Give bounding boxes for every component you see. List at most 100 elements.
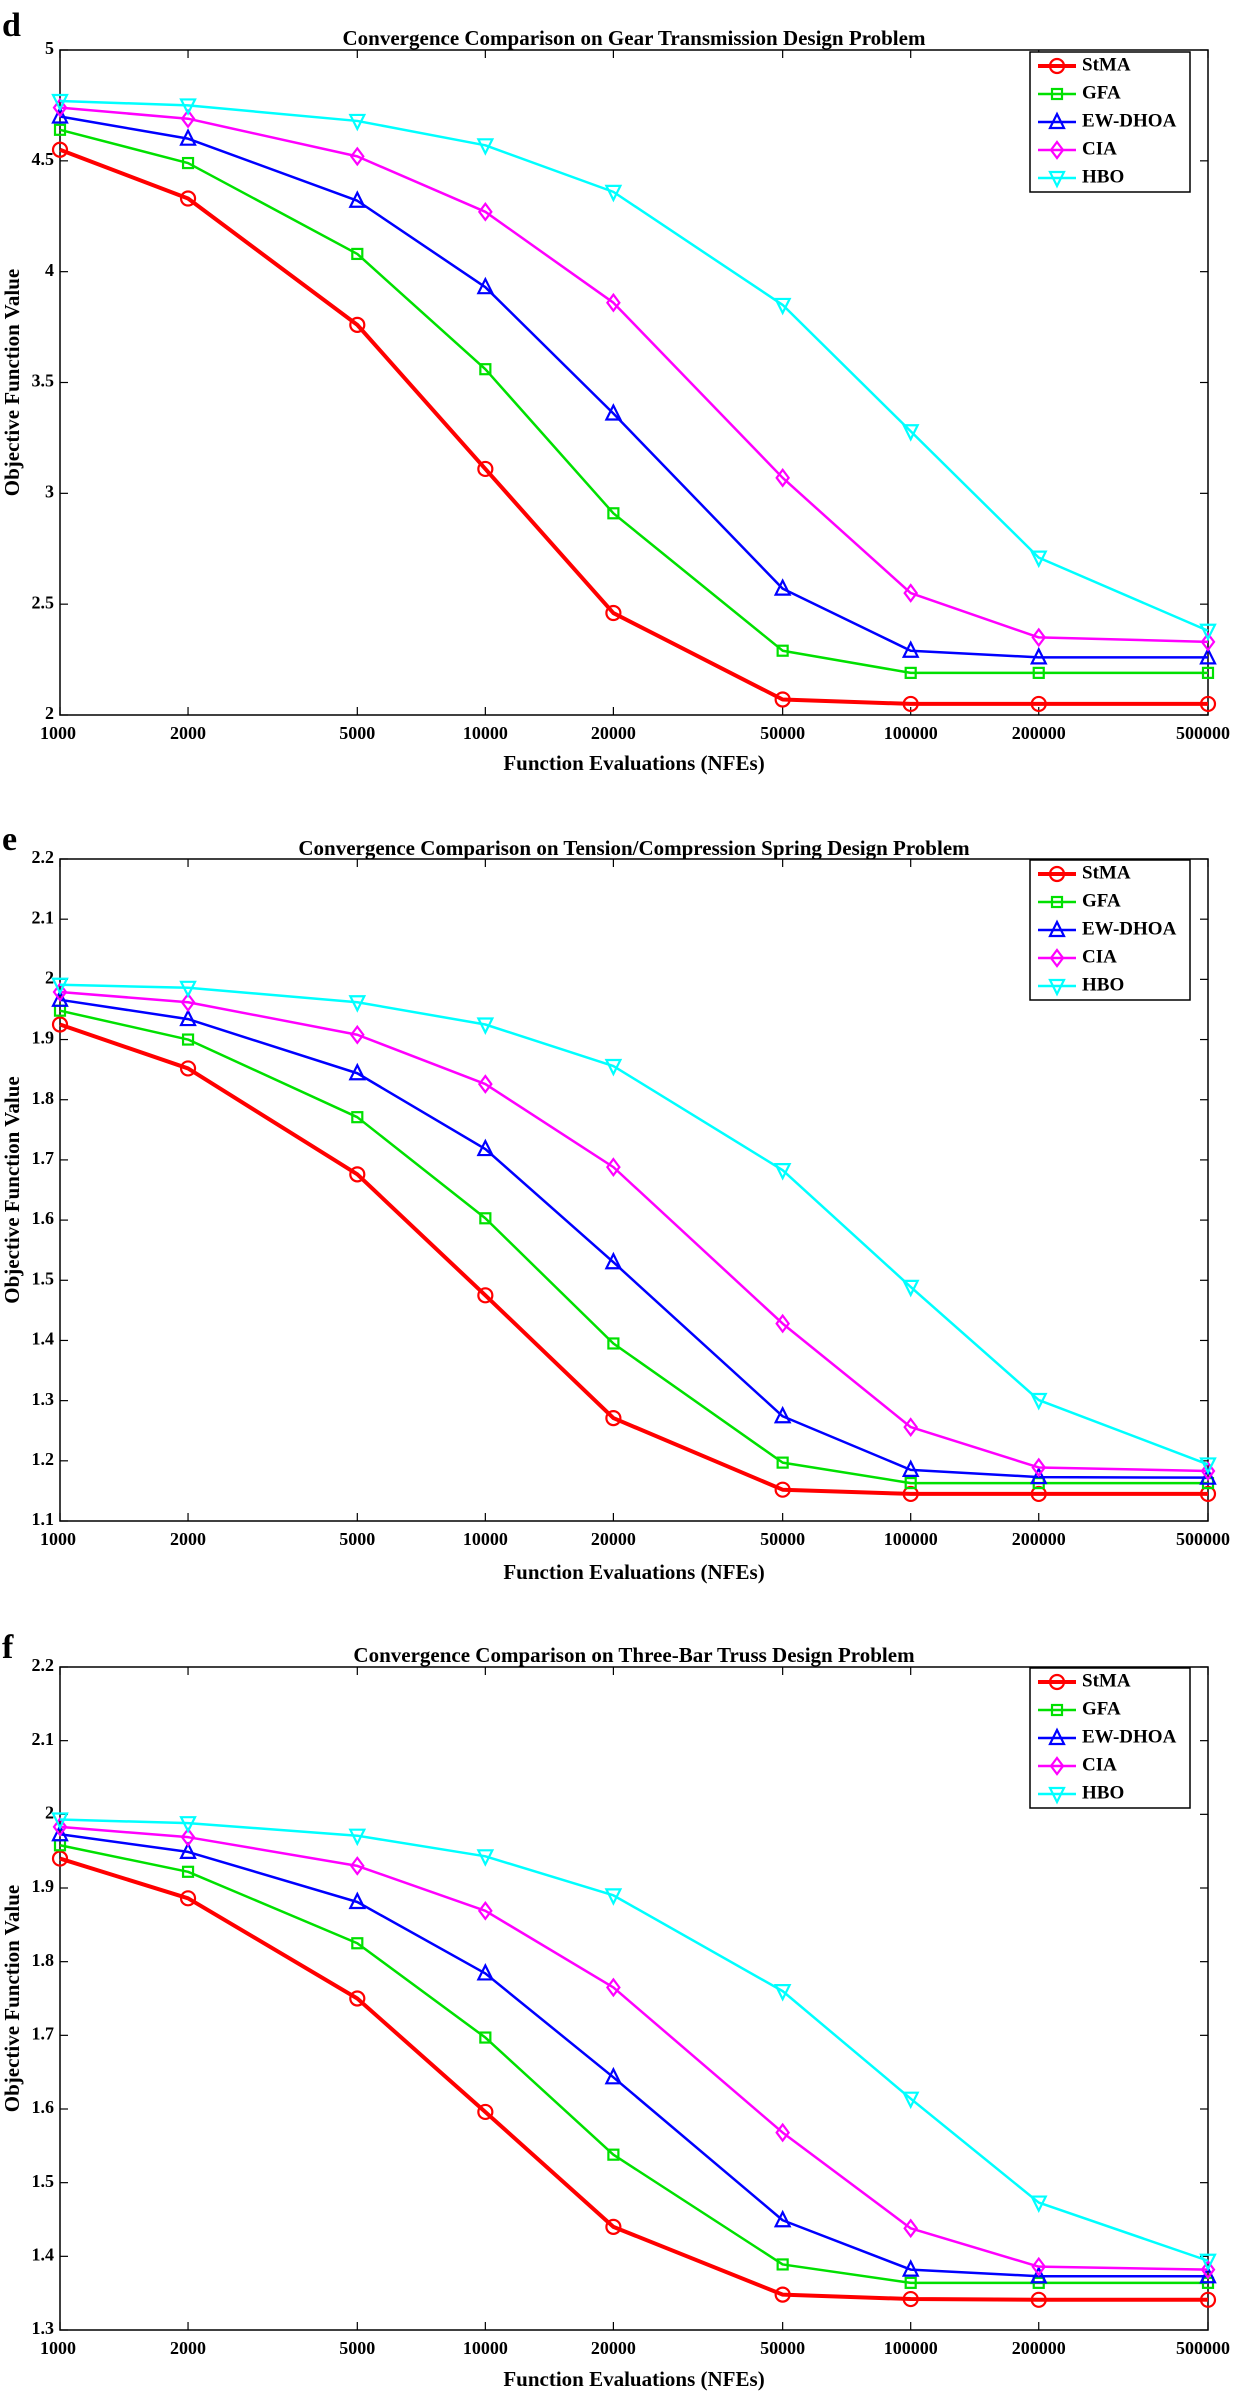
data-point	[348, 1891, 367, 1910]
y-tick-label: 2.2	[32, 1655, 55, 1675]
panel-letter: e	[2, 821, 17, 858]
data-point	[605, 2218, 622, 2235]
data-point	[607, 507, 620, 520]
data-point	[902, 1485, 919, 1503]
data-point	[348, 113, 367, 132]
data-point	[477, 1074, 493, 1094]
data-point	[903, 1417, 919, 1437]
y-tick-label: 1.5	[32, 2171, 55, 2191]
data-point	[773, 1405, 792, 1424]
data-point	[901, 2259, 920, 2277]
data-point	[1029, 2265, 1048, 2284]
data-point	[1031, 627, 1047, 648]
series-stma	[51, 1850, 1217, 2308]
data-point	[606, 292, 621, 313]
data-point	[1030, 2291, 1047, 2308]
plot-frame	[59, 1666, 1209, 2331]
data-point	[181, 1865, 195, 1878]
data-point	[604, 184, 623, 203]
x-axis-label: Function Evaluations (NFEs)	[503, 751, 764, 775]
y-tick-label: 1.6	[32, 2097, 55, 2117]
x-tick-label: 1000	[40, 723, 76, 743]
series-ew-dhoa	[51, 989, 1217, 1485]
legend-marker	[1049, 1756, 1065, 1776]
data-point	[348, 1062, 367, 1081]
legend-marker	[1048, 865, 1066, 883]
data-point	[1031, 1457, 1047, 1478]
data-point	[351, 247, 364, 261]
series-line	[59, 1832, 1208, 2278]
data-point	[1029, 550, 1048, 569]
legend-marker	[1048, 1727, 1066, 1746]
data-point	[351, 1937, 364, 1950]
data-point	[179, 98, 197, 116]
series-gfa	[53, 123, 1215, 679]
series-line	[59, 983, 1209, 1466]
x-tick-label: 50000	[760, 1529, 805, 1549]
chart-title: Convergence Comparison on Gear Transmiss…	[343, 26, 926, 50]
series-hbo	[51, 93, 1217, 642]
data-point	[901, 2091, 920, 2110]
data-point	[1200, 2259, 1216, 2280]
series-cia	[52, 1817, 1216, 2280]
x-tick-label: 100000	[884, 1529, 938, 1549]
data-point	[476, 138, 495, 156]
x-tick-label: 5000	[339, 2338, 375, 2358]
y-tick-label: 1.7	[32, 2023, 55, 2043]
y-tick-label: 1.7	[32, 1148, 55, 1168]
series-line	[59, 99, 1209, 632]
series-line	[59, 1856, 1208, 2302]
data-point	[479, 2031, 492, 2044]
plot-frame	[59, 858, 1209, 1522]
data-point	[180, 992, 196, 1013]
series-line	[59, 998, 1209, 1479]
data-point	[774, 2286, 791, 2303]
data-point	[773, 1163, 792, 1181]
data-point	[51, 989, 69, 1007]
series-line	[59, 128, 1208, 675]
legend-label: HBO	[1082, 974, 1124, 995]
y-tick-label: 1.3	[32, 2318, 55, 2338]
data-point	[606, 1157, 621, 1177]
series-ew-dhoa	[51, 106, 1217, 665]
y-tick-label: 3	[45, 481, 54, 501]
y-axis-label: Objective Function Value	[0, 269, 24, 497]
series-cia	[52, 982, 1216, 1481]
data-point	[1030, 695, 1047, 713]
legend-marker	[1048, 1673, 1066, 1691]
legend-marker	[1050, 1703, 1064, 1717]
chart-title: Convergence Comparison on Tension/Compre…	[298, 836, 970, 860]
data-point	[774, 1481, 791, 1498]
x-tick-label: 500000	[1176, 2338, 1230, 2358]
data-point	[1199, 2291, 1217, 2308]
data-point	[1199, 695, 1217, 713]
y-tick-label: 1.8	[32, 1950, 55, 1970]
data-point	[904, 1476, 917, 1490]
series-line	[59, 1825, 1209, 2271]
panel-letter: d	[2, 7, 21, 44]
x-tick-label: 10000	[463, 1529, 508, 1549]
legend-marker	[1048, 170, 1066, 189]
data-point	[51, 1016, 69, 1033]
data-point	[903, 2218, 919, 2239]
data-point	[51, 1812, 69, 1830]
data-point	[476, 1849, 495, 1867]
chart-panel-f: f Convergence Comparison on Three-Bar Tru…	[0, 1629, 1230, 2391]
legend-marker	[1048, 978, 1066, 997]
y-tick-label: 1.4	[32, 1329, 55, 1349]
y-axis-label: Objective Function Value	[0, 1076, 24, 1304]
data-point	[53, 123, 67, 136]
data-point	[1201, 666, 1215, 679]
data-point	[902, 695, 919, 713]
legend-label: HBO	[1082, 1782, 1124, 1803]
data-point	[1199, 2253, 1217, 2272]
data-point	[51, 1850, 69, 1867]
data-point	[51, 141, 69, 158]
data-point	[774, 691, 791, 708]
data-point	[349, 316, 366, 333]
legend-marker	[1048, 111, 1066, 130]
series-line	[59, 1022, 1208, 1496]
data-point	[179, 1060, 197, 1077]
y-tick-label: 1.3	[32, 1389, 55, 1409]
series-line	[59, 115, 1208, 659]
